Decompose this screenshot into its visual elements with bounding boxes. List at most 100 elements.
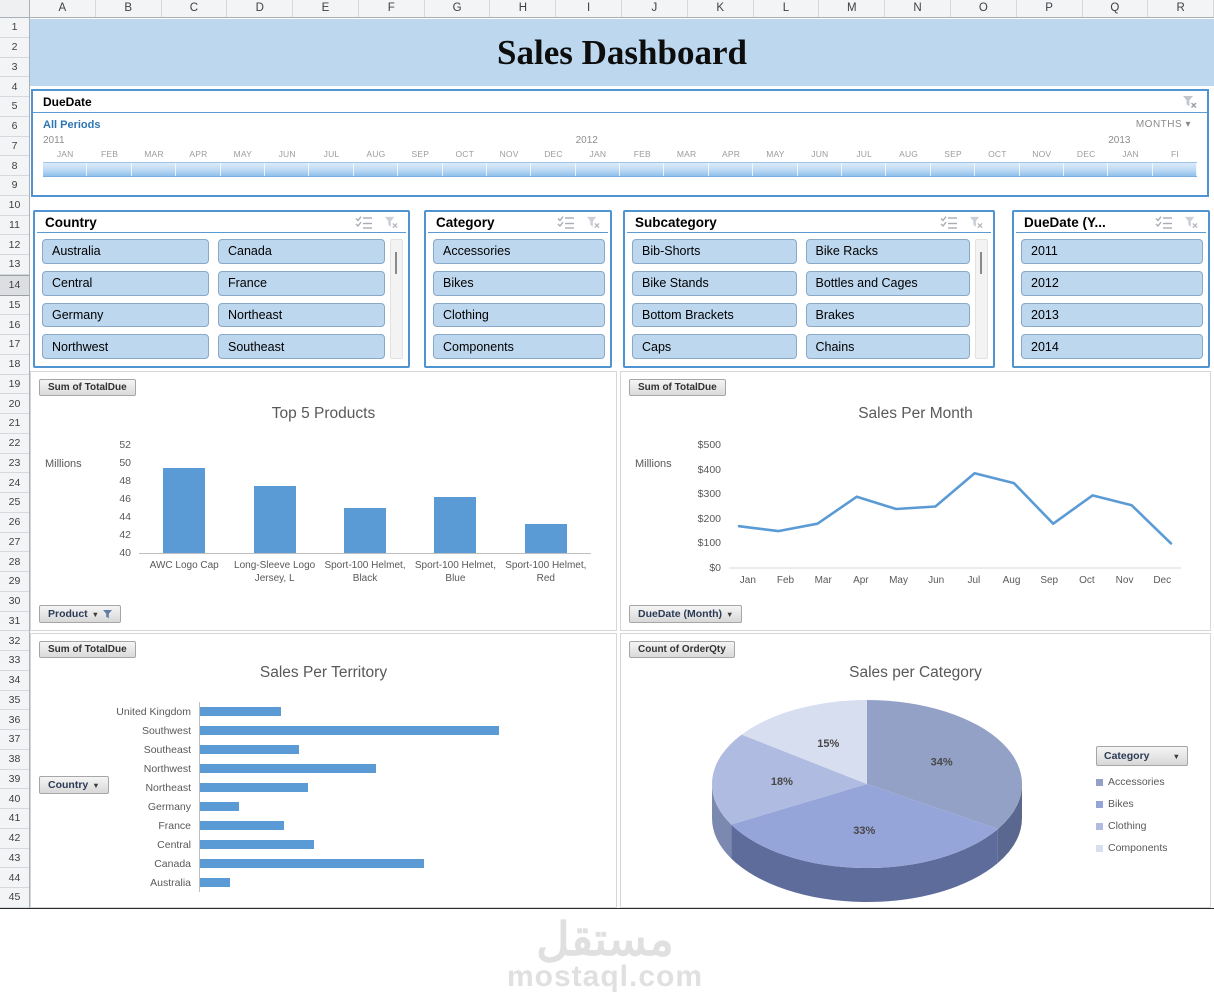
category-legend-button[interactable]: Category ▼	[1096, 746, 1188, 766]
clear-filter-icon[interactable]	[586, 216, 600, 229]
legend-item[interactable]: Bikes	[1096, 798, 1198, 810]
slicer-item[interactable]: 2013	[1021, 302, 1203, 328]
row-header[interactable]: 6	[0, 117, 29, 137]
timeline-month-cell[interactable]	[131, 163, 177, 176]
row-header[interactable]: 30	[0, 592, 29, 612]
row-header[interactable]: 14	[0, 274, 29, 296]
timeline-month-cell[interactable]	[1019, 163, 1064, 176]
timeline-month-cell[interactable]	[43, 163, 88, 176]
slicer-item[interactable]: Bike Stands	[632, 270, 797, 296]
row-header[interactable]: 12	[0, 235, 29, 255]
slicer-item[interactable]: Bikes	[433, 270, 605, 296]
column-header[interactable]: B	[96, 0, 162, 17]
clear-filter-icon[interactable]	[384, 216, 398, 229]
timeline-month-cell[interactable]	[886, 163, 931, 176]
row-header[interactable]: 15	[0, 296, 29, 316]
row-header[interactable]: 23	[0, 454, 29, 474]
timeline-month-cell[interactable]	[708, 163, 754, 176]
column-header[interactable]: I	[556, 0, 623, 17]
row-header[interactable]: 19	[0, 375, 29, 395]
row-header[interactable]: 38	[0, 750, 29, 770]
slicer-item[interactable]: 2011	[1021, 239, 1203, 264]
timeline-month-cell[interactable]	[220, 163, 265, 176]
slicer-scrollbar[interactable]	[975, 239, 988, 359]
row-header[interactable]: 24	[0, 473, 29, 493]
row-header[interactable]: 2	[0, 38, 29, 58]
slicer-item[interactable]: Clothing	[433, 302, 605, 328]
row-header[interactable]: 13	[0, 255, 29, 275]
column-header[interactable]: H	[490, 0, 557, 17]
clear-filter-icon[interactable]	[969, 216, 983, 229]
row-header[interactable]: 45	[0, 888, 29, 908]
row-header[interactable]: 27	[0, 533, 29, 553]
row-header[interactable]: 28	[0, 552, 29, 572]
row-header[interactable]: 11	[0, 216, 29, 236]
row-header[interactable]: 22	[0, 434, 29, 454]
multiselect-icon[interactable]	[557, 216, 575, 229]
column-header[interactable]: D	[227, 0, 294, 17]
country-filter-button[interactable]: Country ▼	[39, 776, 109, 794]
row-header[interactable]: 4	[0, 77, 29, 97]
row-header[interactable]: 35	[0, 691, 29, 711]
row-header[interactable]: 32	[0, 631, 29, 651]
slicer-item[interactable]: Bib-Shorts	[632, 239, 797, 264]
select-all-corner[interactable]	[0, 0, 30, 18]
row-header[interactable]: 17	[0, 335, 29, 355]
timeline-selection-bar[interactable]	[43, 162, 1198, 177]
slicer-item[interactable]: Bike Racks	[805, 239, 970, 264]
row-header[interactable]: 7	[0, 137, 29, 157]
multiselect-icon[interactable]	[940, 216, 958, 229]
timeline-month-cell[interactable]	[531, 163, 576, 176]
slicer-item[interactable]: Chains	[805, 334, 970, 359]
clear-filter-icon[interactable]	[1184, 216, 1198, 229]
timeline-month-cell[interactable]	[842, 163, 887, 176]
column-header[interactable]: F	[359, 0, 425, 17]
multiselect-icon[interactable]	[1155, 216, 1173, 229]
timeline-month-cell[interactable]	[797, 163, 843, 176]
timeline-month-cell[interactable]	[398, 163, 443, 176]
legend-item[interactable]: Components	[1096, 842, 1198, 854]
clear-filter-icon[interactable]	[1182, 95, 1197, 109]
timeline-month-cell[interactable]	[442, 163, 487, 176]
row-header[interactable]: 29	[0, 572, 29, 592]
row-header[interactable]: 1	[0, 18, 29, 38]
product-filter-button[interactable]: Product ▼	[39, 605, 122, 623]
row-header[interactable]: 39	[0, 770, 29, 790]
row-header[interactable]: 41	[0, 809, 29, 829]
timeline-month-cell[interactable]	[753, 163, 798, 176]
slicer-item[interactable]: Northeast	[218, 302, 385, 328]
row-header[interactable]: 10	[0, 196, 29, 216]
legend-item[interactable]: Accessories	[1096, 776, 1198, 788]
timeline-month-cell[interactable]	[664, 163, 709, 176]
column-header[interactable]: Q	[1083, 0, 1149, 17]
multiselect-icon[interactable]	[355, 216, 373, 229]
row-header[interactable]: 31	[0, 612, 29, 632]
column-header[interactable]: E	[293, 0, 359, 17]
duedate-month-filter-button[interactable]: DueDate (Month) ▼	[629, 605, 743, 623]
slicer-item[interactable]: Accessories	[433, 239, 605, 264]
column-header[interactable]: G	[425, 0, 491, 17]
row-header[interactable]: 18	[0, 355, 29, 375]
row-header[interactable]: 3	[0, 58, 29, 78]
slicer-item[interactable]: 2012	[1021, 270, 1203, 296]
pivot-field-button[interactable]: Sum of TotalDue	[629, 379, 726, 396]
pivot-field-button[interactable]: Count of OrderQty	[629, 641, 735, 658]
timeline-month-cell[interactable]	[575, 163, 621, 176]
slicer-item[interactable]: Central	[42, 270, 209, 296]
timeline-month-cell[interactable]	[264, 163, 310, 176]
slicer-item[interactable]: Bottles and Cages	[805, 270, 970, 296]
row-header[interactable]: 44	[0, 868, 29, 888]
pivot-field-button[interactable]: Sum of TotalDue	[39, 379, 136, 396]
row-header[interactable]: 25	[0, 493, 29, 513]
timeline-month-cell[interactable]	[930, 163, 976, 176]
column-header[interactable]: M	[819, 0, 886, 17]
slicer-item[interactable]: Components	[433, 334, 605, 359]
row-header[interactable]: 16	[0, 315, 29, 335]
timeline-month-cell[interactable]	[1152, 163, 1198, 176]
column-header[interactable]: N	[885, 0, 951, 17]
column-header[interactable]: K	[688, 0, 754, 17]
timeline-month-cell[interactable]	[176, 163, 221, 176]
timeline-month-cell[interactable]	[1063, 163, 1109, 176]
row-header[interactable]: 34	[0, 671, 29, 691]
